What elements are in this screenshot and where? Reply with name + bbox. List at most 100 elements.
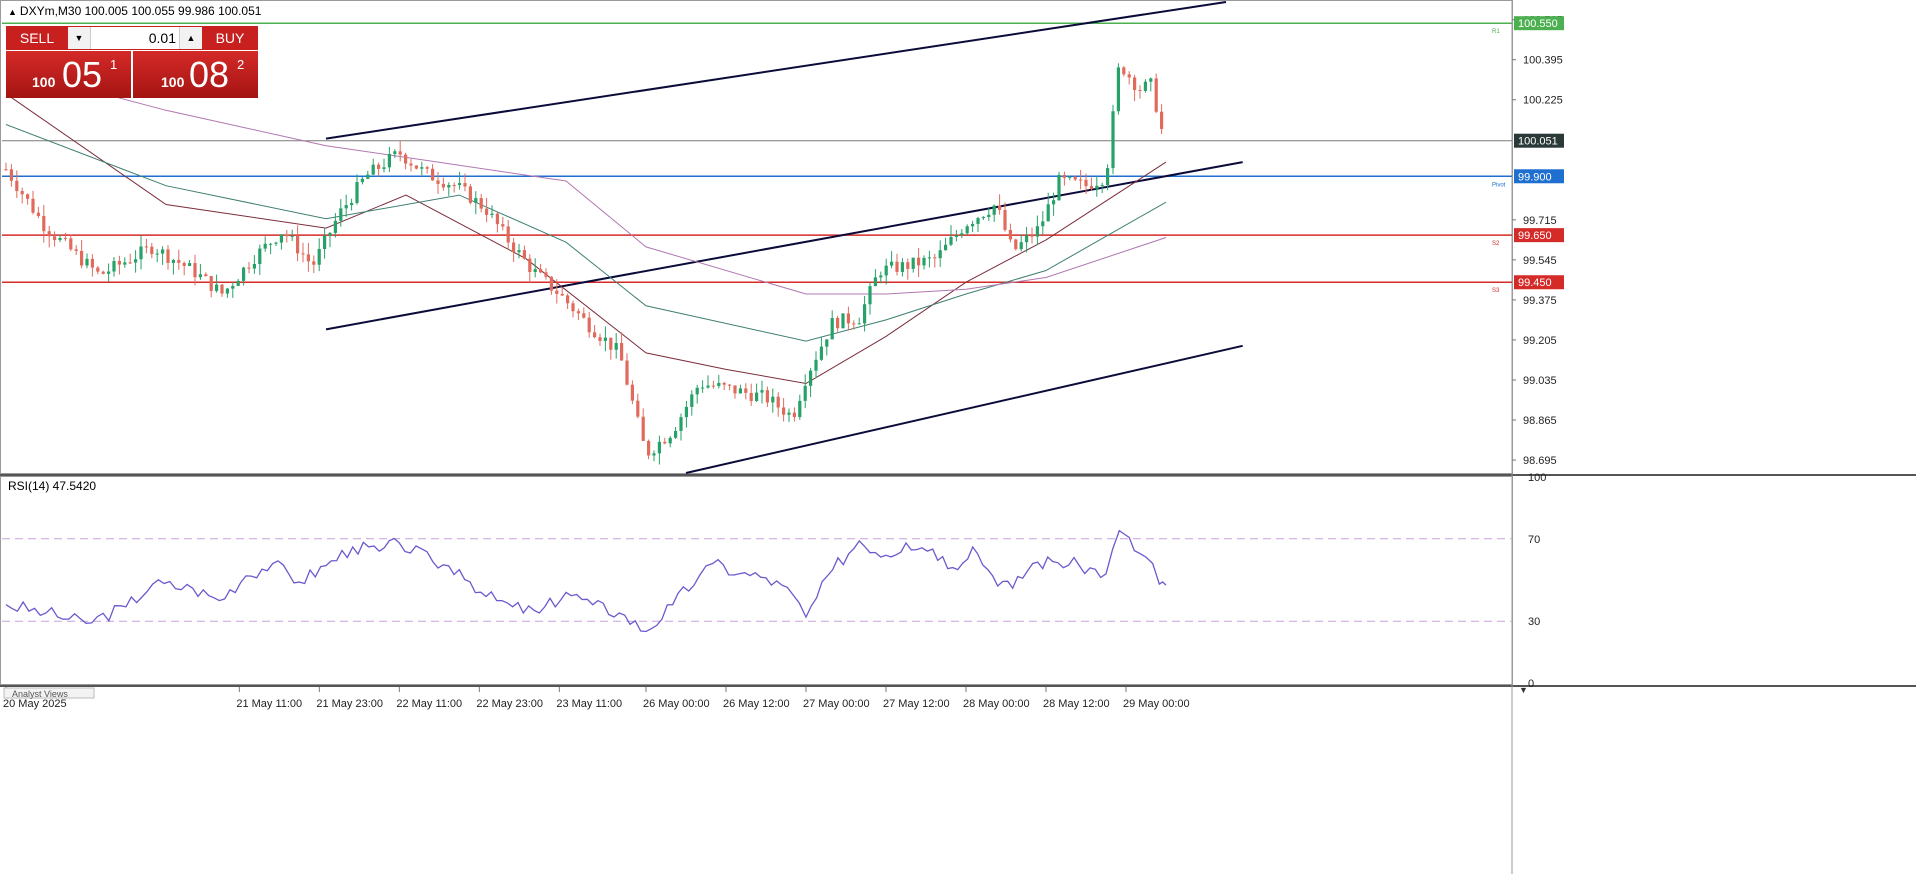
x-tick-label: 27 May 00:00 [803, 698, 870, 710]
trend-line[interactable] [325, 161, 1243, 331]
candle-body [695, 387, 699, 395]
candle-body [479, 198, 483, 209]
candle-body [641, 416, 645, 441]
candle-body [47, 231, 51, 237]
candle-body [749, 392, 753, 401]
buy-button[interactable]: BUY [202, 26, 258, 50]
candle-body [744, 388, 748, 393]
candle-body [1014, 239, 1018, 250]
candle-body [668, 437, 672, 444]
candle-body [452, 185, 456, 187]
y-tick-label: 100.225 [1523, 95, 1563, 107]
rsi-pane-frame [0, 476, 1513, 685]
candle-body [1025, 235, 1029, 243]
candle-body [917, 257, 921, 266]
candle-body [582, 313, 586, 318]
candle-body [971, 223, 975, 227]
candle-body [414, 165, 418, 169]
candle-body [485, 208, 489, 215]
trend-line[interactable] [685, 344, 1243, 474]
candle-body [1003, 209, 1007, 230]
rsi-tick-label: 70 [1528, 534, 1540, 546]
candle-body [15, 180, 19, 192]
lot-size-control: ▼ ▲ [68, 26, 202, 50]
candle-body [782, 407, 786, 415]
candle-body [555, 290, 559, 294]
symbol-ohlc-text: DXYm,M30 100.005 100.055 99.986 100.051 [19, 4, 262, 18]
candle-body [425, 167, 429, 169]
rsi-tick-label: 100 [1528, 472, 1546, 484]
candle-body [1138, 90, 1142, 92]
x-tick-label: 28 May 12:00 [1043, 698, 1110, 710]
candle-body [1030, 235, 1034, 237]
candle-body [717, 382, 721, 387]
candle-body [474, 198, 478, 203]
x-tick-label: 20 May 2025 [3, 698, 67, 710]
candle-body [393, 151, 397, 154]
candle-body [323, 235, 327, 250]
candle-body [306, 254, 310, 262]
candle-body [1143, 81, 1147, 91]
level-price-tag [1514, 228, 1564, 243]
candle-body [593, 332, 597, 338]
candle-body [193, 263, 197, 278]
candle-body [90, 258, 94, 268]
candle-body [1127, 74, 1131, 78]
candle-body [765, 390, 769, 403]
candle-body [1122, 67, 1126, 75]
candle-body [906, 262, 910, 269]
rsi-tick-label: 30 [1528, 616, 1540, 628]
level-price-tag [1514, 16, 1564, 31]
lot-size-input[interactable] [92, 28, 180, 48]
candle-body [960, 233, 964, 236]
candle-body [830, 318, 834, 340]
candle-body [296, 235, 300, 254]
buy-price-point: 2 [237, 57, 245, 72]
candle-body [431, 168, 435, 181]
candle-body [760, 390, 764, 393]
candle-body [1008, 229, 1012, 240]
candle-body [1095, 185, 1099, 189]
collapse-triangle-icon[interactable]: ▲ [8, 7, 17, 17]
candle-body [344, 205, 348, 209]
candle-body [80, 250, 84, 266]
level-tag-label: S2 [1492, 241, 1500, 247]
analyst-views-label: Analyst Views [12, 689, 68, 699]
candle-body [387, 153, 391, 168]
candle-body [846, 313, 850, 324]
candle-body [155, 253, 159, 255]
candle-body [706, 385, 710, 388]
candle-body [944, 244, 948, 251]
candle-body [177, 259, 181, 263]
candle-body [679, 417, 683, 431]
candle-body [776, 396, 780, 408]
x-tick-label: 21 May 11:00 [236, 698, 302, 710]
candle-body [836, 318, 840, 329]
buy-price-box[interactable]: 100 08 2 [133, 51, 258, 98]
x-tick-label: 21 May 23:00 [316, 698, 383, 710]
candle-body [841, 313, 845, 329]
moving-average-line [5, 67, 1167, 295]
candle-body [188, 263, 192, 266]
y-tick-label: 99.205 [1523, 335, 1557, 347]
candle-body [620, 343, 624, 361]
candle-body [269, 243, 273, 245]
level-price-tag [1514, 133, 1564, 148]
candle-body [922, 257, 926, 266]
candle-body [501, 224, 505, 227]
sell-button[interactable]: SELL [6, 26, 68, 50]
analyst-views-tab[interactable] [3, 687, 95, 699]
lot-dropdown-chevron-icon[interactable]: ▼ [68, 27, 91, 49]
sell-price-box[interactable]: 100 05 1 [6, 51, 131, 98]
candle-body [1057, 174, 1061, 201]
candle-body [371, 164, 375, 175]
level-price-label: 100.550 [1518, 18, 1558, 30]
candle-body [123, 262, 127, 265]
candle-body [350, 202, 354, 206]
trend-line[interactable] [325, 1, 1227, 140]
level-tag-label: R1 [1492, 29, 1500, 35]
lot-increase-arrow-icon[interactable]: ▲ [179, 27, 202, 49]
candle-body [1041, 221, 1045, 227]
